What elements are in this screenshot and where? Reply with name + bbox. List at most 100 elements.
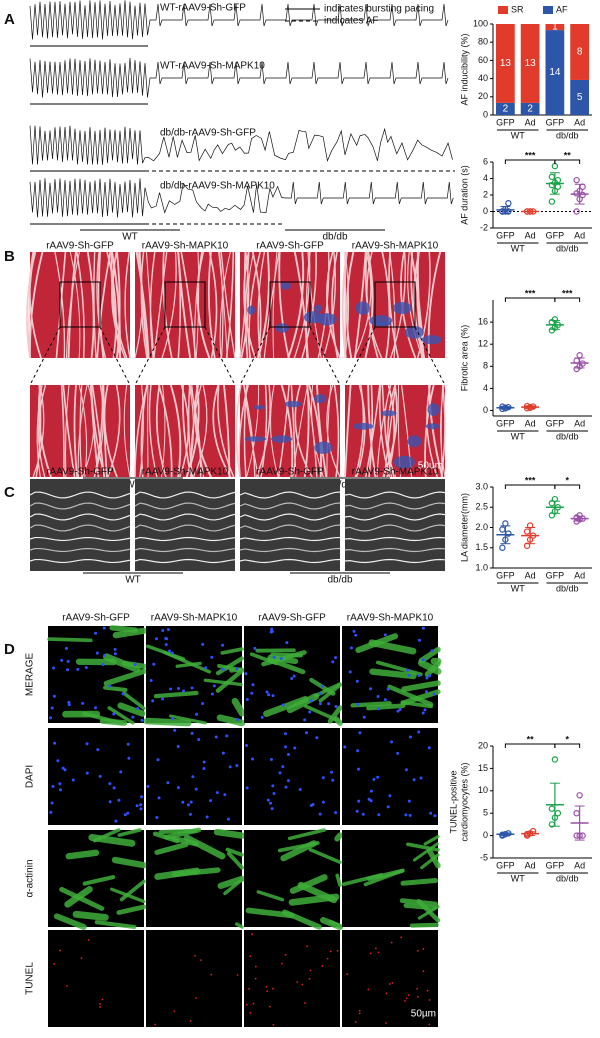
actinin-fiber	[154, 841, 189, 855]
nucleus	[168, 649, 172, 653]
tunel-dot	[329, 950, 332, 953]
tunel-dot	[254, 965, 257, 968]
data-point	[573, 810, 580, 817]
fiber	[69, 251, 81, 359]
actinin-fiber	[72, 910, 109, 921]
significance-label: ***	[562, 288, 573, 298]
actinin-fiber	[220, 647, 244, 655]
fiber	[280, 384, 294, 478]
significance-bracket	[504, 159, 556, 164]
fluorescence-image	[244, 930, 340, 1027]
nucleus	[166, 781, 170, 785]
actinin-fiber	[266, 657, 306, 675]
actinin-fiber	[203, 678, 243, 687]
nucleus	[352, 629, 356, 633]
actinin-fiber	[158, 828, 198, 834]
fiber	[28, 251, 35, 359]
nucleus	[369, 789, 373, 793]
x-tick-label: Ad	[525, 117, 536, 127]
x-tick-label: GFP	[546, 230, 565, 240]
x-tick-label: GFP	[496, 570, 515, 580]
nucleus	[305, 731, 309, 735]
bar-segment	[545, 24, 565, 31]
nucleus	[236, 717, 240, 721]
actinin-fiber	[117, 702, 146, 717]
fiber	[326, 384, 341, 478]
nucleus	[195, 712, 199, 716]
y-tick-label: 8	[483, 361, 488, 371]
nucleus	[71, 778, 75, 782]
nucleus	[123, 813, 127, 817]
fiber	[181, 384, 193, 478]
nucleus	[356, 702, 360, 706]
nucleus	[408, 813, 412, 817]
fiber	[387, 384, 396, 478]
group-label: db/db	[556, 583, 579, 593]
fiber	[212, 384, 232, 478]
scale-bar-label: 50µm	[411, 1009, 436, 1020]
y-tick-label: 1.0	[475, 562, 488, 572]
fiber	[110, 251, 122, 359]
group-label: db/db	[556, 243, 579, 253]
bar-segment	[496, 24, 515, 103]
nucleus	[423, 708, 427, 712]
fibrosis	[380, 410, 397, 417]
actinin-fiber	[234, 922, 244, 929]
nucleus	[245, 744, 249, 748]
fiber	[246, 384, 260, 478]
nucleus	[173, 728, 177, 732]
echo-band	[134, 502, 236, 510]
echo-band	[239, 558, 341, 564]
count-label: 2	[527, 104, 533, 115]
column-label: rAAV9-Sh-GFP	[258, 613, 326, 624]
y-tick-label: 100	[473, 18, 488, 28]
fiber	[251, 251, 262, 359]
y-tick-label: 2.0	[475, 522, 488, 532]
fluorescence-image	[48, 728, 144, 825]
histology-image	[240, 252, 340, 358]
scale-bar-label: 50µm	[418, 461, 443, 472]
y-axis-title: AF inducibility (%)	[459, 33, 469, 105]
actinin-fiber	[406, 842, 440, 852]
fiber	[235, 384, 242, 478]
tunel-dot	[358, 1009, 361, 1012]
nucleus	[140, 718, 144, 722]
nucleus	[356, 767, 360, 771]
nucleus	[279, 656, 283, 660]
tunel-dot	[252, 1002, 255, 1005]
nucleus	[210, 655, 214, 659]
row-label: α-actinin	[25, 859, 36, 897]
nucleus	[140, 795, 144, 799]
actinin-fiber	[103, 685, 128, 692]
fiber	[140, 251, 148, 359]
nucleus	[235, 667, 239, 671]
actinin-fiber	[308, 848, 342, 865]
nucleus	[244, 672, 248, 676]
significance-bracket	[504, 484, 556, 489]
actinin-fiber	[368, 639, 417, 655]
y-tick-label: -2	[480, 222, 488, 232]
tunel-dot	[301, 983, 304, 986]
nucleus	[272, 791, 276, 795]
nucleus	[214, 735, 218, 739]
count-label: 8	[577, 47, 583, 58]
actinin-fiber	[334, 832, 343, 842]
nucleus	[155, 815, 159, 819]
fiber	[188, 384, 194, 478]
nucleus	[318, 812, 322, 816]
nucleus	[65, 646, 69, 650]
nucleus	[320, 684, 324, 688]
actinin-fiber	[216, 714, 246, 727]
data-point	[573, 176, 580, 184]
data-point	[523, 542, 531, 549]
zoom-line	[344, 326, 376, 386]
nucleus	[103, 653, 107, 657]
data-point	[523, 528, 531, 535]
zoom-line	[309, 326, 341, 386]
actinin-fiber	[335, 873, 342, 887]
fiber	[427, 251, 442, 359]
fiber	[290, 384, 297, 478]
echo-band	[134, 491, 236, 499]
actinin-fiber	[289, 874, 328, 894]
x-tick-label: GFP	[546, 570, 565, 580]
